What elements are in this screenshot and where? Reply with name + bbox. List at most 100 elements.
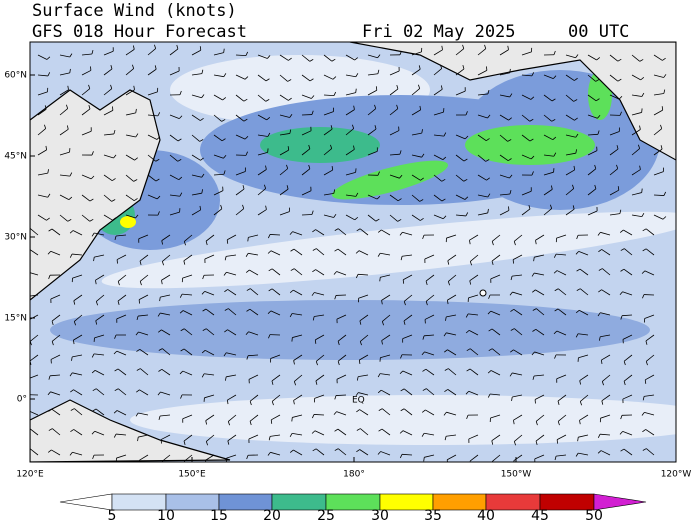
wind-barb (337, 428, 347, 436)
wind-barb-flag (355, 392, 359, 397)
wind-barb (314, 430, 325, 436)
wind-barb-flag (425, 301, 428, 306)
wind-barb-flag (617, 58, 622, 62)
wind-barb (446, 454, 457, 461)
wind-barb-flag (286, 185, 289, 190)
wind-barb (535, 289, 545, 296)
wind-barb-flag (113, 154, 117, 159)
wind-barb-flag (117, 300, 120, 306)
wind-barb (426, 388, 435, 396)
wind-barb-flag (421, 153, 425, 158)
wind-barb-flag (311, 210, 314, 215)
wind-barb (213, 134, 223, 142)
wind-barb-flag (400, 408, 405, 412)
wind-barb-flag (487, 208, 489, 214)
wind-barb (587, 210, 598, 216)
wind-barb (94, 232, 105, 236)
wind-barb (301, 190, 312, 196)
wind-barb-flag (577, 437, 579, 442)
wind-barb-flag (531, 72, 535, 77)
wind-barb-flag (267, 452, 271, 456)
wind-barb-flag (289, 433, 293, 437)
wind-barb (103, 133, 114, 136)
wind-barb (227, 329, 237, 336)
wind-barb (404, 294, 413, 302)
wind-barb-flag (69, 53, 73, 58)
wind-barb (345, 92, 356, 96)
wind-barb-flag (47, 391, 51, 396)
wind-barb (30, 354, 39, 362)
wind-barb-flag (487, 370, 492, 374)
wind-barb-flag (531, 171, 534, 176)
wind-barb-flag (201, 373, 205, 378)
wind-barb (602, 268, 611, 276)
wind-barb-flag (619, 229, 624, 233)
wind-barb-flag (423, 457, 425, 462)
wind-barb (380, 373, 391, 376)
wind-barb-flag (510, 328, 515, 331)
wind-barb (601, 249, 611, 256)
wind-barb (477, 114, 488, 119)
wind-barb (103, 110, 114, 116)
wind-barb-flag (640, 77, 645, 81)
wind-barb (587, 74, 596, 82)
wind-barb (631, 214, 642, 218)
longitude-label: 180° (343, 470, 365, 480)
wind-barb (205, 308, 215, 316)
wind-barb-flag (205, 460, 207, 462)
wind-barb (227, 234, 237, 241)
wind-barb-flag (535, 240, 537, 245)
wind-barb-flag (572, 184, 575, 189)
wind-barb (345, 149, 355, 156)
wind-barb-flag (70, 408, 75, 411)
wind-barb (601, 394, 611, 402)
wind-barb (292, 432, 303, 436)
wind-barb (477, 93, 488, 96)
wind-barb-flag (139, 260, 142, 265)
wind-barb (213, 94, 223, 101)
wind-barb (162, 348, 171, 356)
wind-barb-flag (224, 308, 229, 311)
wind-barb (337, 334, 347, 342)
wind-barb (169, 70, 180, 76)
wind-barb-flag (26, 411, 29, 414)
wind-barb (271, 288, 281, 296)
wind-barb (367, 214, 377, 222)
wind-barb-flag (661, 106, 664, 111)
wind-barb-flag (642, 248, 647, 252)
wind-barb-flag (179, 90, 182, 95)
wind-barb-flag (113, 129, 116, 135)
wind-barb-flag (330, 144, 333, 149)
wind-barb-flag (309, 59, 314, 62)
wind-barb-flag (246, 308, 251, 312)
latitude-label: 45°N (4, 152, 27, 162)
wind-barb (359, 449, 369, 456)
wind-barb-flag (396, 84, 399, 90)
wind-barb-flag (488, 328, 493, 332)
wind-barb-flag (399, 370, 404, 375)
wind-barb-flag (528, 205, 531, 210)
wind-barb (226, 271, 237, 276)
wind-barb (51, 408, 61, 416)
wind-barb (72, 253, 83, 256)
wind-barb-flag (178, 176, 183, 180)
wind-barb (512, 394, 523, 398)
wind-barb-flag (223, 73, 227, 77)
wind-barb-flag (244, 76, 249, 80)
wind-barb (469, 234, 479, 241)
wind-barb (513, 349, 523, 356)
wind-barb (301, 54, 310, 62)
wind-barb-flag (311, 414, 315, 419)
wind-barb (147, 68, 157, 76)
wind-barb (653, 54, 663, 61)
wind-barb (30, 314, 39, 320)
wind-barb (147, 91, 158, 96)
wind-barb (609, 74, 619, 82)
wind-barb-flag (353, 145, 355, 150)
wind-barb-flag (509, 174, 513, 179)
wind-barb (248, 252, 259, 256)
wind-barb-flag (575, 149, 577, 154)
wind-barb-flag (249, 401, 252, 406)
wind-barb (279, 188, 289, 196)
wind-barb (609, 148, 619, 156)
